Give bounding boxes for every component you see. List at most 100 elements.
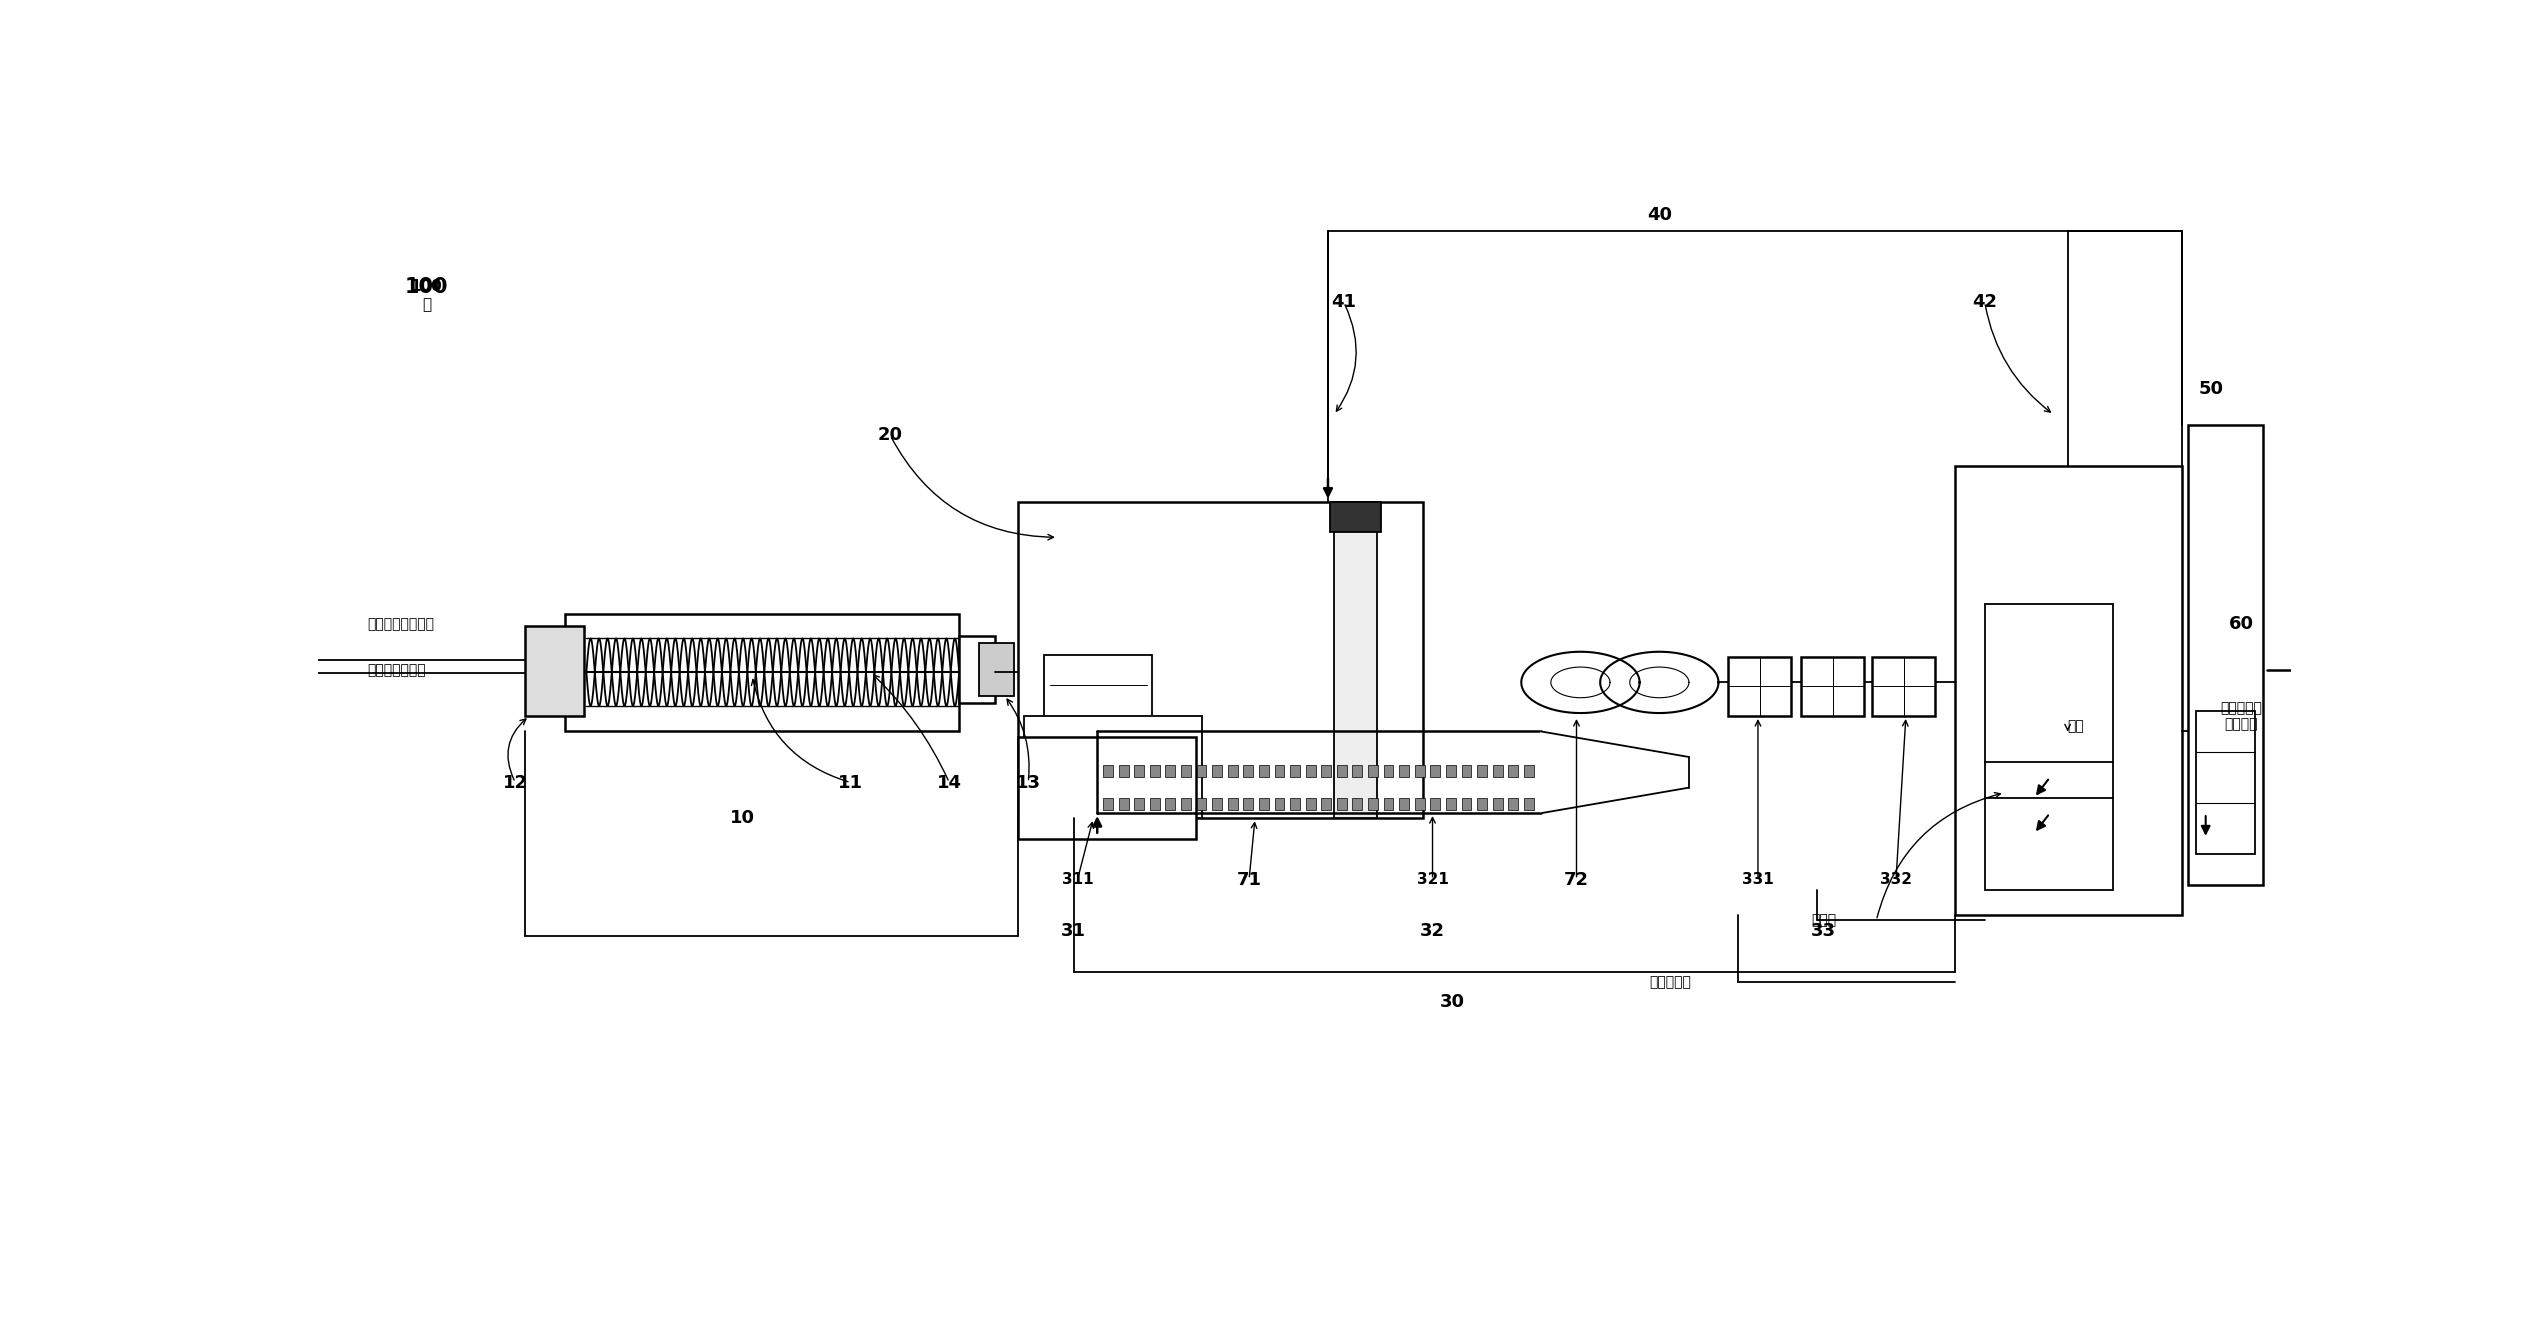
Bar xyxy=(1321,798,1331,809)
Text: ～: ～ xyxy=(422,297,430,312)
Bar xyxy=(1245,798,1252,809)
Text: 33: 33 xyxy=(1809,922,1835,940)
Bar xyxy=(1245,766,1252,778)
Bar xyxy=(1430,798,1440,809)
Text: 11: 11 xyxy=(837,774,863,791)
Text: 60: 60 xyxy=(2229,616,2255,633)
Bar xyxy=(1260,766,1270,778)
Text: 31: 31 xyxy=(1061,922,1087,940)
Text: 41: 41 xyxy=(1331,293,1356,312)
Bar xyxy=(1260,798,1270,809)
Bar xyxy=(1476,798,1486,809)
Bar xyxy=(1331,502,1382,532)
Bar xyxy=(1802,657,1865,717)
Bar xyxy=(1196,798,1206,809)
Bar xyxy=(1400,766,1410,778)
Bar xyxy=(1873,657,1934,717)
Bar xyxy=(1211,798,1222,809)
Bar xyxy=(1135,766,1145,778)
Bar xyxy=(1150,766,1161,778)
Bar xyxy=(1275,798,1285,809)
Text: 泥饼: 泥饼 xyxy=(2067,719,2084,734)
Bar xyxy=(524,626,585,717)
Bar xyxy=(1102,766,1112,778)
Bar xyxy=(1227,798,1237,809)
Bar xyxy=(1166,798,1176,809)
Bar xyxy=(1430,766,1440,778)
Polygon shape xyxy=(1540,731,1690,813)
Bar xyxy=(1290,766,1300,778)
Bar xyxy=(1336,798,1346,809)
Bar xyxy=(1150,798,1161,809)
Bar xyxy=(1384,766,1395,778)
Bar xyxy=(1476,766,1486,778)
Text: 332: 332 xyxy=(1881,872,1911,888)
Bar xyxy=(1227,766,1237,778)
Text: 331: 331 xyxy=(1743,872,1774,888)
Text: 50: 50 xyxy=(2199,380,2224,398)
Bar xyxy=(1446,766,1456,778)
Text: 71: 71 xyxy=(1237,871,1262,889)
Bar xyxy=(2196,711,2255,855)
Text: 100: 100 xyxy=(410,280,443,295)
Bar xyxy=(1509,798,1519,809)
Text: 14: 14 xyxy=(937,774,962,791)
Bar xyxy=(1023,717,1201,819)
Bar xyxy=(1196,766,1206,778)
Bar xyxy=(1524,766,1535,778)
Bar xyxy=(1043,654,1153,803)
Bar xyxy=(1018,502,1423,819)
Bar xyxy=(1384,798,1395,809)
Text: 10: 10 xyxy=(730,809,756,827)
Text: 72: 72 xyxy=(1565,871,1588,889)
Bar xyxy=(1120,766,1127,778)
Bar xyxy=(1369,766,1377,778)
Bar xyxy=(980,642,1015,695)
Bar xyxy=(1351,766,1362,778)
Text: 外排或返回
制浆机构: 外排或返回 制浆机构 xyxy=(2219,701,2263,731)
Text: 321: 321 xyxy=(1418,872,1448,888)
Bar xyxy=(1985,604,2112,890)
Bar xyxy=(1461,798,1471,809)
Bar xyxy=(1524,798,1535,809)
Bar xyxy=(1494,766,1502,778)
Bar xyxy=(1369,798,1377,809)
Bar xyxy=(1211,766,1222,778)
Bar xyxy=(1102,798,1112,809)
Bar xyxy=(1290,798,1300,809)
Bar xyxy=(565,614,959,731)
Bar xyxy=(1306,766,1316,778)
Bar xyxy=(1415,798,1425,809)
Text: 30: 30 xyxy=(1440,993,1466,1011)
Bar xyxy=(1181,798,1191,809)
Text: 20: 20 xyxy=(878,426,903,445)
Bar xyxy=(1321,766,1331,778)
Text: 32: 32 xyxy=(1420,922,1446,940)
Bar xyxy=(1400,798,1410,809)
Bar xyxy=(1509,766,1519,778)
Text: 重金属污染土壤: 重金属污染土壤 xyxy=(366,664,425,677)
Bar xyxy=(1275,766,1285,778)
Bar xyxy=(1334,502,1377,819)
Text: 40: 40 xyxy=(1647,207,1672,224)
Bar xyxy=(1351,798,1362,809)
Bar xyxy=(1336,766,1346,778)
Bar xyxy=(1306,798,1316,809)
Text: 含泡沫剂水: 含泡沫剂水 xyxy=(1649,975,1692,989)
Bar xyxy=(1461,766,1471,778)
Text: 12: 12 xyxy=(504,774,527,791)
Bar xyxy=(1135,798,1145,809)
Bar xyxy=(1166,766,1176,778)
Bar xyxy=(959,637,995,703)
Text: 含泡沫剂盾构渣土: 含泡沫剂盾构渣土 xyxy=(366,617,435,632)
Bar xyxy=(1494,798,1502,809)
Text: 上清液: 上清液 xyxy=(1812,913,1837,928)
Text: 311: 311 xyxy=(1061,872,1094,888)
Text: 13: 13 xyxy=(1015,774,1041,791)
Bar xyxy=(1955,466,2181,916)
Bar xyxy=(1018,736,1196,839)
Bar xyxy=(2189,425,2263,885)
Text: 42: 42 xyxy=(1972,293,1998,312)
Bar xyxy=(1728,657,1792,717)
Bar xyxy=(1446,798,1456,809)
